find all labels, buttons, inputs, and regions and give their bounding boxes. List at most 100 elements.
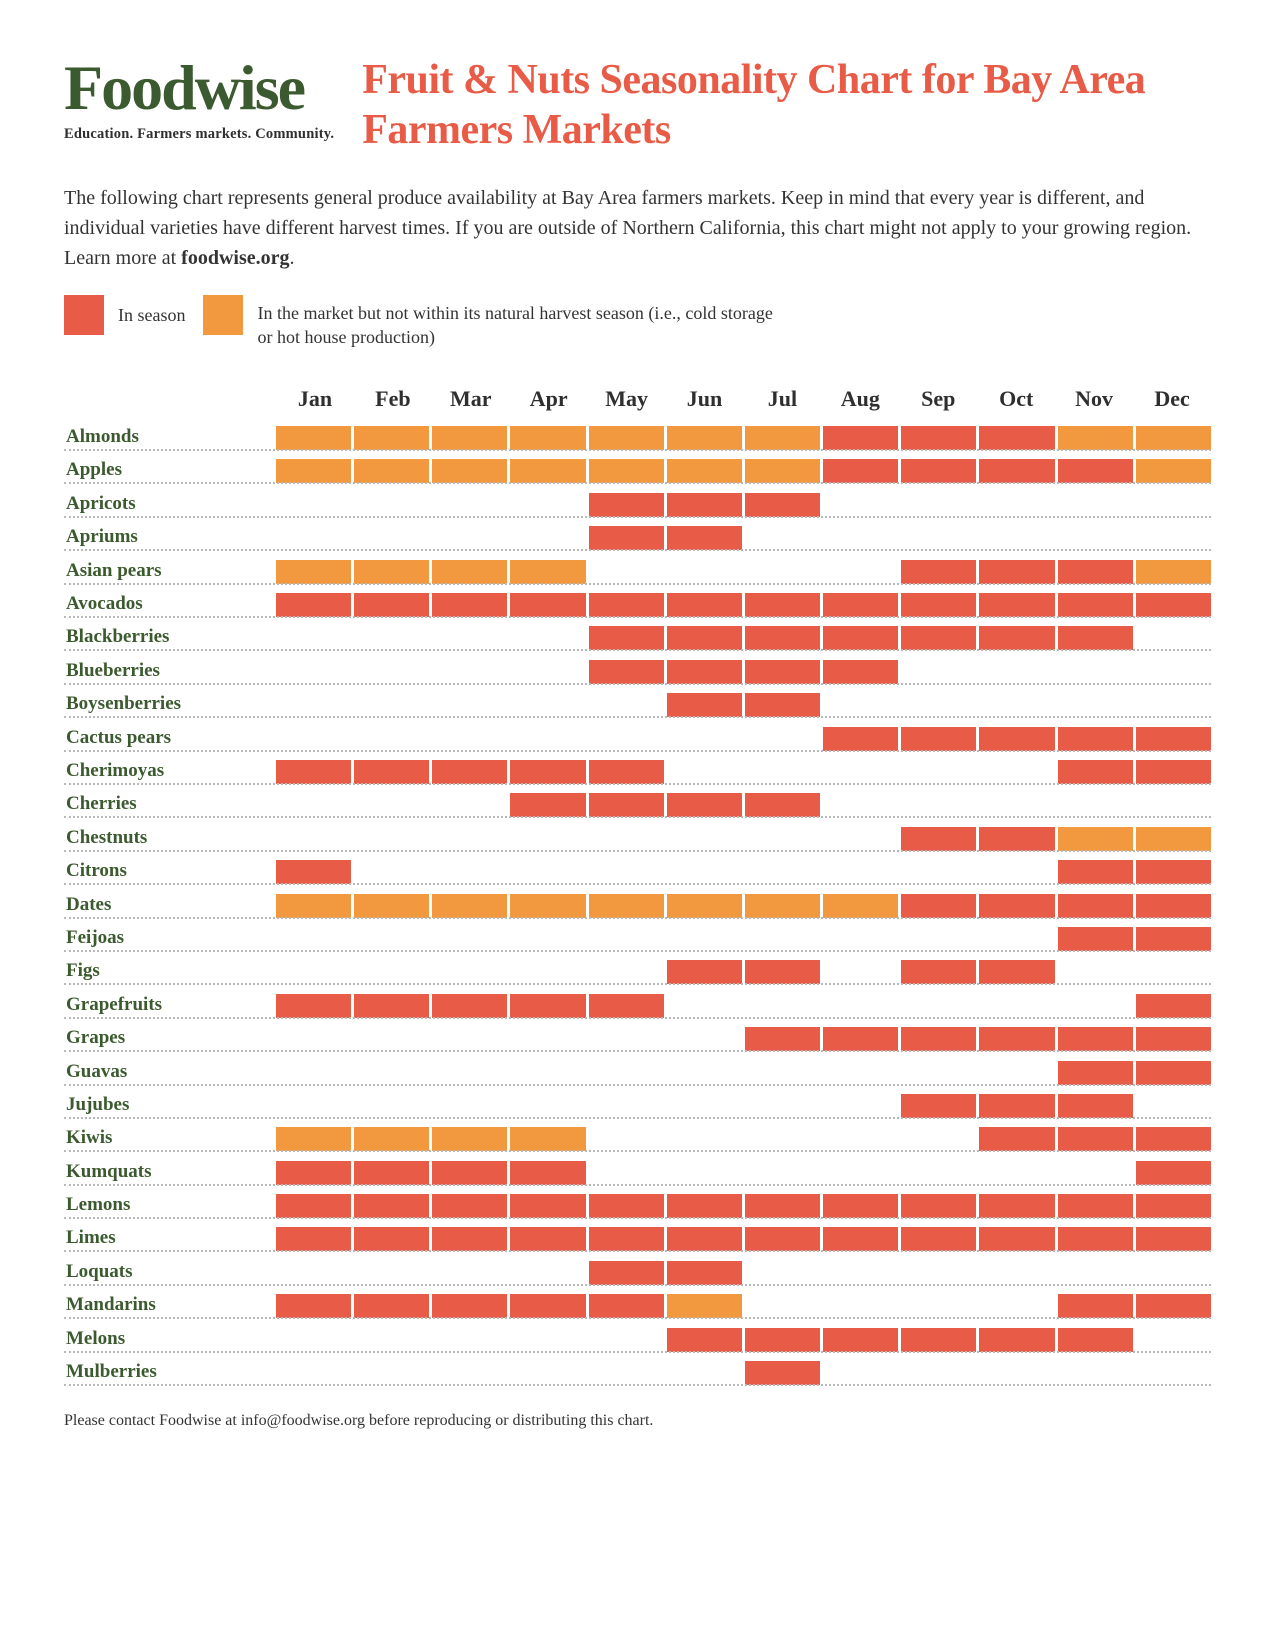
season-cell [823,593,898,617]
season-cell [979,793,1054,817]
month-head: Dec [1133,386,1211,414]
season-cell [745,960,820,984]
season-cell [823,894,898,918]
season-cell [979,1161,1054,1185]
season-cell [745,593,820,617]
season-cell [432,1194,507,1218]
season-cell [979,1094,1054,1118]
season-cell [432,827,507,851]
season-cell [510,894,585,918]
season-cell [1058,1328,1133,1352]
season-cell [432,960,507,984]
months-header: JanFebMarAprMayJunJulAugSepOctNovDec [276,386,1211,414]
season-cell [901,1194,976,1218]
season-cell [354,1328,429,1352]
season-cell [1136,960,1211,984]
season-cell [667,927,742,951]
season-cell [589,1261,664,1285]
season-cell [1136,1061,1211,1085]
chart-row: Mandarins [64,1286,1211,1319]
season-cell [276,1161,351,1185]
season-cell [1136,727,1211,751]
season-cell [745,1061,820,1085]
season-cell [276,1328,351,1352]
chart-row: Grapes [64,1019,1211,1052]
season-cell [589,693,664,717]
season-cell [901,1227,976,1251]
season-cell [1136,560,1211,584]
season-cell [510,1194,585,1218]
logo: Foodwise Education. Farmers markets. Com… [64,56,334,143]
chart-row: Cherries [64,785,1211,818]
season-cell [745,1027,820,1051]
row-label: Almonds [64,418,276,451]
season-cell [276,860,351,884]
season-cell [667,960,742,984]
season-cell [589,493,664,517]
season-cell [667,593,742,617]
season-cell [901,626,976,650]
season-cell [823,426,898,450]
row-label: Loquats [64,1252,276,1285]
season-cell [823,560,898,584]
chart-row: Lemons [64,1186,1211,1219]
season-cell [510,660,585,684]
season-cell [667,860,742,884]
row-label: Apricots [64,484,276,517]
season-cell [979,660,1054,684]
season-cell [823,727,898,751]
season-cell [823,1061,898,1085]
season-cell [823,1161,898,1185]
season-cell [510,459,585,483]
season-cell [823,660,898,684]
season-cell [589,1328,664,1352]
month-header-row: JanFebMarAprMayJunJulAugSepOctNovDec [64,386,1211,414]
season-cell [354,1194,429,1218]
season-cell [432,1361,507,1385]
legend-label-in-market: In the market but not within its natural… [257,295,777,350]
season-cell [1136,793,1211,817]
season-cell [432,593,507,617]
season-cell [1058,960,1133,984]
season-cell [901,1161,976,1185]
season-cell [1058,1161,1133,1185]
legend-item-in-season: In season [64,295,185,335]
season-cell [979,1361,1054,1385]
season-cell [745,560,820,584]
month-head: Nov [1055,386,1133,414]
season-cell [1136,1094,1211,1118]
season-cell [745,493,820,517]
season-cell [1058,560,1133,584]
season-cell [354,1227,429,1251]
season-cell [823,526,898,550]
season-cell [354,894,429,918]
season-cell [432,793,507,817]
season-cell [432,1094,507,1118]
row-label: Jujubes [64,1086,276,1119]
chart-row: Cherimoyas [64,752,1211,785]
season-cell [979,1227,1054,1251]
season-cell [901,493,976,517]
row-cells [276,1353,1211,1386]
row-label: Melons [64,1319,276,1352]
season-cell [276,1227,351,1251]
season-cell [1058,1227,1133,1251]
season-cell [432,1328,507,1352]
season-cell [823,1127,898,1151]
season-cell [979,927,1054,951]
season-cell [354,994,429,1018]
row-label: Figs [64,952,276,985]
row-cells [276,484,1211,517]
season-cell [589,827,664,851]
season-cell [589,459,664,483]
season-cell [276,1194,351,1218]
season-cell [979,1328,1054,1352]
row-label: Mandarins [64,1286,276,1319]
season-cell [276,894,351,918]
row-cells [276,651,1211,684]
season-cell [354,493,429,517]
season-cell [510,960,585,984]
row-label: Blackberries [64,618,276,651]
page-title: Fruit & Nuts Seasonality Chart for Bay A… [362,56,1211,155]
season-cell [979,560,1054,584]
